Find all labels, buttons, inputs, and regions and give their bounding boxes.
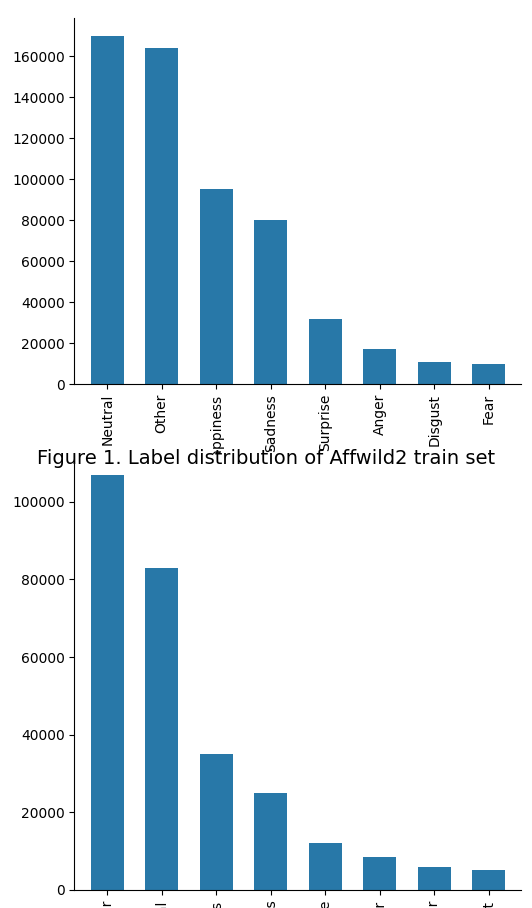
- Bar: [363, 857, 396, 890]
- Bar: [309, 319, 342, 384]
- Bar: [472, 871, 505, 890]
- Bar: [254, 793, 287, 890]
- Bar: [200, 190, 232, 384]
- Bar: [254, 220, 287, 384]
- Bar: [145, 568, 178, 890]
- Bar: [91, 475, 123, 890]
- Bar: [309, 844, 342, 890]
- Bar: [145, 48, 178, 384]
- Bar: [363, 350, 396, 384]
- Bar: [91, 35, 123, 384]
- Bar: [418, 361, 451, 384]
- Text: Figure 1. Label distribution of Affwild2 train set: Figure 1. Label distribution of Affwild2…: [37, 449, 495, 468]
- Bar: [200, 754, 232, 890]
- Bar: [472, 364, 505, 384]
- Bar: [418, 866, 451, 890]
